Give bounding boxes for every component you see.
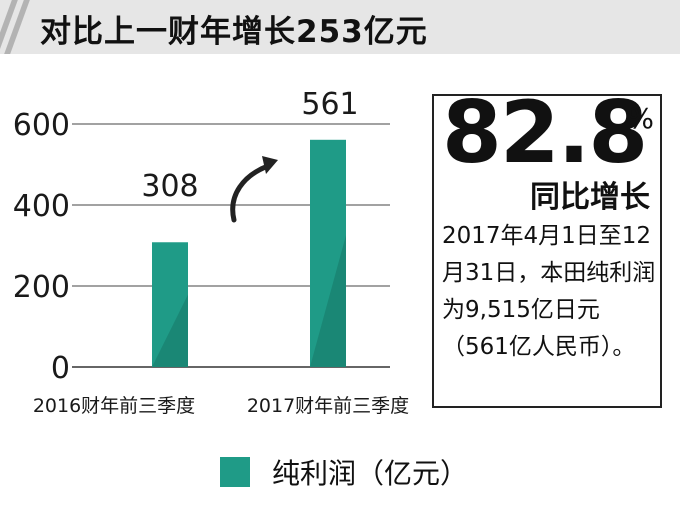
page-title: 对比上一财年增长253亿元 bbox=[40, 14, 428, 50]
legend-label: 纯利润（亿元） bbox=[272, 457, 469, 490]
data-label: 561 bbox=[301, 87, 358, 122]
bar-shading bbox=[152, 294, 188, 367]
x-tick-label: 2016财年前三季度 bbox=[33, 395, 195, 417]
info-box: 82.8 % 同比增长 2017年4月1日至12月31日，本田纯利润为9,515… bbox=[432, 90, 662, 408]
data-label: 308 bbox=[141, 169, 198, 204]
legend: 纯利润（亿元） bbox=[220, 452, 468, 492]
y-tick-label: 0 bbox=[51, 351, 70, 386]
growth-unit: % bbox=[627, 102, 654, 135]
bar-shading bbox=[310, 235, 346, 367]
legend-swatch bbox=[220, 457, 250, 487]
growth-arrow-head bbox=[262, 156, 278, 174]
y-tick-label: 400 bbox=[13, 189, 70, 224]
y-tick-label: 200 bbox=[13, 270, 70, 305]
growth-label: 同比增长 bbox=[530, 180, 650, 215]
x-tick-label: 2017财年前三季度 bbox=[247, 395, 409, 417]
growth-arrow-curve bbox=[230, 163, 271, 223]
growth-value: 82.8 bbox=[442, 83, 648, 183]
header-bar: 对比上一财年增长253亿元 bbox=[0, 0, 680, 54]
info-text: 2017年4月1日至12月31日，本田纯利润为9,515亿日元（561亿人民币）… bbox=[442, 223, 656, 360]
bar-chart: 0 200 400 600 308 2016财年前三季度 561 2017财年前三季度 bbox=[13, 87, 409, 417]
y-tick-label: 600 bbox=[13, 108, 70, 143]
